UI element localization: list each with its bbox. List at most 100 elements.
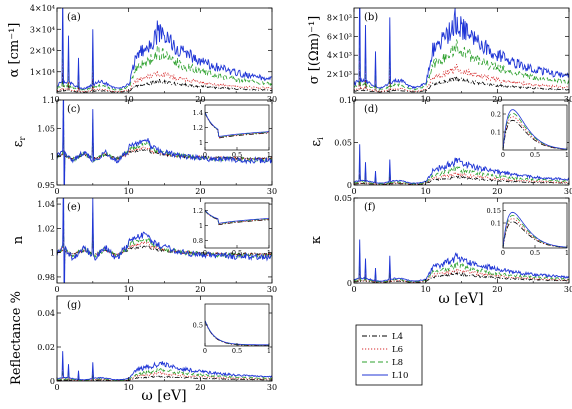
series-l6-line-f	[354, 261, 569, 283]
y-tick-label: 0.05	[334, 139, 352, 148]
x-tick-label: 20	[492, 95, 502, 104]
panel-label-b: (b)	[364, 12, 378, 23]
legend-label-l6: L6	[392, 345, 403, 355]
panel-d: 0 10 20 30 0 0.05 0.1 (d) εi 0 0.5 1 0.1 0.2	[309, 96, 572, 196]
inset-series-l10-f	[503, 211, 567, 248]
inset-y-tick-label: 1	[199, 222, 203, 230]
y-axis-label-d: εi	[309, 137, 325, 147]
inset-x-tick-label: 0.5	[232, 249, 242, 257]
x-tick-label: 10	[421, 95, 431, 104]
legend-box	[355, 324, 423, 386]
inset-x-tick-label: 0.5	[232, 347, 242, 355]
x-tick-label: 10	[124, 383, 134, 392]
panel-label-c: (c)	[67, 104, 81, 115]
series-l6-line-b	[354, 50, 569, 92]
y-tick-label: 2×10³	[327, 70, 352, 79]
inset-y-tick-label: 0.2	[491, 111, 501, 119]
panel-label-e: (e)	[67, 202, 81, 213]
inset-y-tick-label: 0.8	[193, 237, 203, 245]
x-tick-label: 30	[267, 383, 277, 392]
y-tick-label: 0	[347, 181, 352, 190]
x-tick-label: 0	[54, 383, 59, 392]
y-axis-label-f: κ	[309, 236, 324, 244]
inset-y-tick-label: 1.2	[193, 207, 203, 215]
inset-x-tick-label: 0	[501, 249, 505, 257]
x-axis-label-right: ω [eV]	[438, 291, 483, 307]
inset-y-tick-label: 0.1	[491, 129, 501, 137]
x-tick-label: 0	[54, 285, 59, 294]
panel-label-g: (g)	[67, 300, 81, 311]
panel-a: 0 10 20 30 1×10⁴ 2×10⁴ 3×10⁴ 4×10⁴ (a) α [cm⁻¹]	[7, 4, 277, 104]
legend: L4 L6 L8 L10	[355, 324, 423, 386]
y-tick-label: 3×10⁴	[30, 25, 55, 34]
inset-series-l10-c	[205, 112, 269, 138]
legend-label-l4: L4	[392, 332, 403, 342]
inset-y-tick-label: 1.4	[193, 109, 203, 117]
x-tick-label: 0	[351, 95, 356, 104]
series-l8-line-b	[354, 14, 569, 91]
y-axis-label-g: Reflectance %	[9, 291, 24, 385]
series-l10-line-f	[354, 239, 569, 283]
x-tick-label: 20	[492, 187, 502, 196]
inset-x-tick-label: 0	[203, 151, 207, 159]
y-tick-label: 1.02	[37, 224, 55, 233]
series-l4-line-f	[354, 266, 569, 283]
panel-f: 0 10 20 30 0 0.05 (f) κ 0 0.5 1 0.1 0.15	[309, 194, 572, 294]
x-tick-label: 10	[124, 187, 134, 196]
y-tick-label: 0.02	[37, 343, 55, 352]
x-tick-label: 0	[351, 285, 356, 294]
series-l6-line-g	[57, 367, 272, 381]
y-tick-label: 0	[50, 377, 55, 386]
y-tick-label: 1×10⁴	[30, 68, 55, 77]
x-tick-label: 10	[124, 95, 134, 104]
x-tick-label: 10	[421, 187, 431, 196]
panel-c: 0 10 20 30 0.95 1 1.05 1.1 (c) εr 0 0.5 1 1 1.2 1.4	[11, 96, 277, 196]
panel-e: 0 10 20 30 0.98 1 1.02 1.04 (e) n 0 0.5 1 0.8 1 1.2	[11, 197, 277, 294]
y-tick-label: 0	[347, 279, 352, 288]
panel-g: 0 10 20 30 0 0.02 0.04 (g) Reflectance % 0 0.5 1 0.5	[9, 291, 277, 392]
x-tick-label: 0	[54, 187, 59, 196]
inset-series-l10-e	[205, 209, 269, 224]
x-tick-label: 10	[421, 285, 431, 294]
panel-b: 0 10 20 30 2×10³ 4×10³ 6×10³ 8×10³ (b) σ [(Ωm)⁻¹]	[307, 7, 572, 104]
inset-y-tick-label: 1.2	[193, 124, 203, 132]
x-tick-label: 10	[124, 285, 134, 294]
inset-x-tick-label: 0.5	[232, 151, 242, 159]
inset-x-tick-label: 1	[565, 151, 569, 159]
x-tick-label: 20	[195, 95, 205, 104]
y-tick-label: 0.05	[334, 194, 352, 203]
series-l6-line-d	[354, 165, 569, 185]
x-tick-label: 30	[564, 285, 572, 294]
y-tick-label: 1.1	[42, 96, 55, 105]
inset-x-tick-label: 1	[565, 249, 569, 257]
y-axis-label-b: σ [(Ωm)⁻¹]	[307, 16, 322, 84]
x-tick-label: 0	[351, 187, 356, 196]
series-l10-line-c	[57, 100, 272, 185]
series-l10-line-b	[354, 8, 569, 90]
series-l4-line-c	[57, 122, 272, 184]
series-l10-line-g	[57, 351, 272, 381]
inset-d: 0 0.5 1 0.1 0.2	[491, 104, 569, 159]
inset-f: 0 0.5 1 0.1 0.15	[487, 202, 569, 257]
y-axis-label-e: n	[11, 235, 26, 244]
x-tick-label: 30	[267, 285, 277, 294]
x-tick-label: 30	[564, 95, 572, 104]
inset-g: 0 0.5 1 0.5	[193, 303, 271, 355]
inset-x-tick-label: 1	[267, 151, 271, 159]
inset-x-tick-label: 0	[203, 249, 207, 257]
x-axis-label-left: ω [eV]	[141, 388, 186, 404]
x-tick-label: 30	[564, 187, 572, 196]
inset-series-l6-d	[503, 116, 567, 150]
inset-e: 0 0.5 1 0.8 1 1.2	[193, 202, 271, 257]
y-tick-label: 4×10³	[327, 51, 352, 60]
y-tick-label: 1	[50, 153, 55, 162]
inset-y-tick-label: 1	[199, 139, 203, 147]
inset-x-tick-label: 1	[267, 347, 271, 355]
y-tick-label: 0.95	[37, 181, 55, 190]
y-tick-label: 6×10³	[327, 32, 352, 41]
series-l4-line-a	[57, 72, 272, 93]
series-l10-line-e	[57, 198, 272, 283]
legend-label-l10: L10	[392, 371, 408, 381]
y-tick-label: 8×10³	[327, 13, 352, 22]
